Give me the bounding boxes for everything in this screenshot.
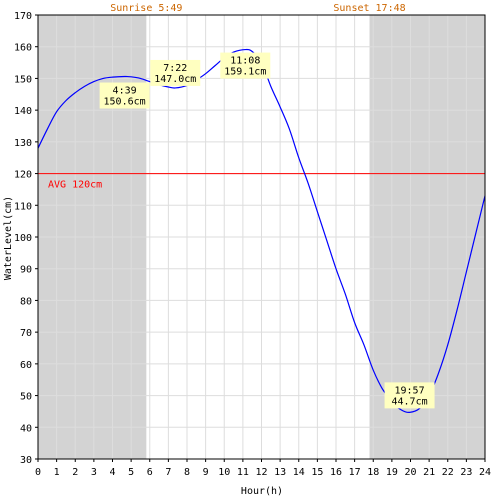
x-tick-label: 16 [330,467,342,478]
annotation-box [150,59,201,86]
annotation-value: 150.6cm [104,97,146,108]
annotation-value: 147.0cm [154,74,196,85]
x-tick-label: 11 [237,467,249,478]
y-axis-title: WaterLevel(cm) [3,196,14,280]
x-tick-label: 6 [147,467,153,478]
y-tick-label: 40 [20,423,32,434]
x-tick-label: 4 [109,467,115,478]
annotation-time: 19:57 [395,385,425,396]
x-tick-label: 20 [404,467,416,478]
x-tick-label: 13 [274,467,286,478]
axes-group [35,14,486,462]
y-tick-label: 150 [14,74,32,85]
x-tick-label: 10 [218,467,230,478]
x-tick-label: 14 [293,467,305,478]
x-tick-label: 23 [460,467,472,478]
sunset-label: Sunset 17:48 [333,3,405,14]
x-tick-label: 17 [349,467,361,478]
x-tick-label: 9 [203,467,209,478]
y-tick-label: 90 [20,265,32,276]
x-tick-label: 3 [91,467,97,478]
x-tick-label: 7 [165,467,171,478]
average-label: AVG 120cm [48,180,102,191]
x-tick-label: 21 [423,467,435,478]
average-line-group: AVG 120cm [38,173,485,191]
x-tick-label: 8 [184,467,190,478]
annotation-value: 159.1cm [224,67,266,78]
y-tick-label: 160 [14,43,32,54]
y-tick-label: 30 [20,455,32,466]
x-tick-label: 12 [255,467,267,478]
annotation-value: 44.7cm [392,396,428,407]
y-tick-labels: 30 40 50 60 70 80 90 100 110 120 130 140 150 160 170 [14,11,32,466]
x-axis-title: Hour(h) [241,486,283,497]
x-tick-label: 18 [367,467,379,478]
grid-lines [37,14,486,460]
annotation-box [220,52,271,79]
x-tick-label: 5 [128,467,134,478]
y-tick-label: 50 [20,392,32,403]
annotation-time: 7:22 [163,63,187,74]
annotation-time: 11:08 [230,56,260,67]
annotation-box [99,82,150,109]
x-tick-label: 24 [479,467,491,478]
y-tick-label: 170 [14,11,32,22]
y-tick-label: 140 [14,106,32,117]
x-tick-label: 22 [442,467,454,478]
x-tick-label: 15 [311,467,323,478]
annotation-box [384,382,435,409]
y-tick-label: 70 [20,328,32,339]
y-tick-label: 80 [20,296,32,307]
y-tick-label: 110 [14,201,32,212]
x-tick-label: 0 [35,467,41,478]
y-tick-label: 60 [20,360,32,371]
sunrise-label: Sunrise 5:49 [110,3,182,14]
y-tick-label: 130 [14,138,32,149]
x-tick-labels: 0 1 2 3 4 5 6 7 8 9 10 11 12 13 14 15 16 17 18 19 20 21 22 23 24 [35,467,491,478]
y-tick-label: 120 [14,170,32,181]
x-tick-label: 19 [386,467,398,478]
annotations-group: 4:39150.6cm7:22147.0cm11:08159.1cm19:574… [99,52,435,409]
y-tick-label: 100 [14,233,32,244]
x-tick-label: 2 [72,467,78,478]
annotation-time: 4:39 [113,86,137,97]
x-tick-label: 1 [54,467,60,478]
